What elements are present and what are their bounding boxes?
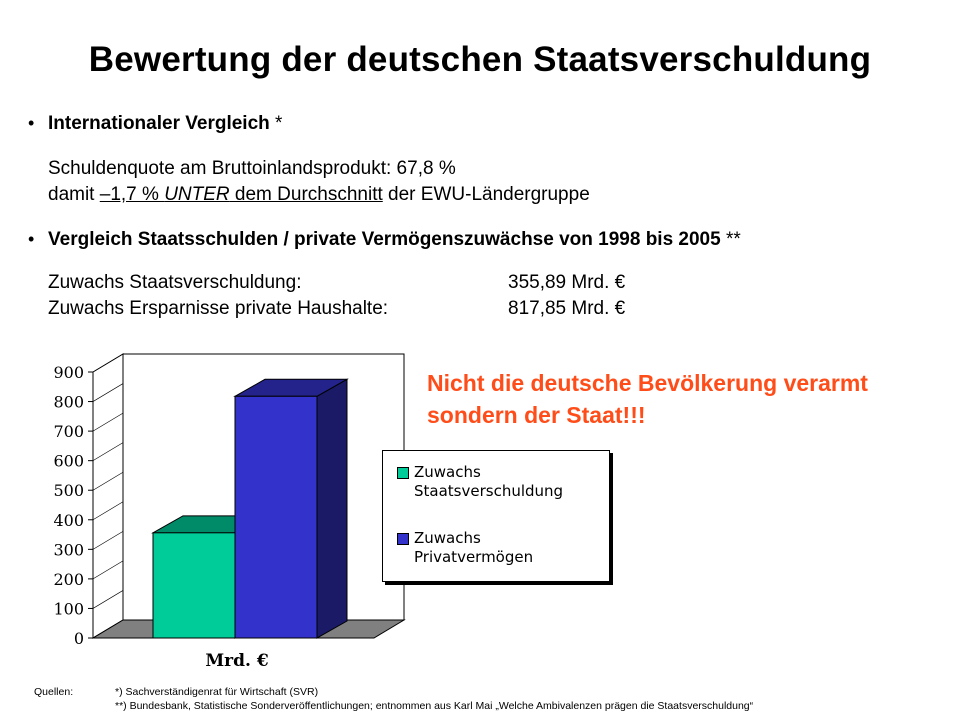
legend-label: Zuwachs Privatvermögen [414,529,534,566]
chart-legend: Zuwachs Staatsverschuldung Zuwachs Priva… [382,450,610,582]
legend-swatch [397,533,409,545]
bullet-heading: Vergleich Staatsschulden / private Vermö… [48,229,721,250]
y-tick-depth [92,619,124,639]
footnote-marker: ** [720,229,741,250]
row-value: 355,89 Mrd. € [508,272,626,293]
legend-label: Zuwachs Staatsverschuldung [414,463,564,500]
y-tick-label: 700 [53,422,84,441]
row-label: Zuwachs Ersparnisse private Haushalte: [48,298,389,319]
y-tick-depth [92,383,124,402]
source-line: *) Sachverständigenrat für Wirtschaft (S… [115,686,319,698]
y-tick-depth [92,442,124,461]
y-tick-depth [92,412,124,432]
bar-chart: 0 100 200 300 400 500 600 700 800 900 Mrd. € [53,353,406,671]
y-tick-label: 900 [53,363,84,382]
y-tick-depth [92,501,124,521]
y-tick-depth [92,560,124,580]
y-tick-label: 400 [53,511,84,530]
y-tick-label: 800 [53,393,84,412]
bar-side [316,378,348,639]
bullet-dot: • [28,229,35,249]
bullet-dot: • [28,113,35,133]
side-wall [92,353,124,639]
bullet-heading: Internationaler Vergleich [48,113,270,134]
source-line: **) Bundesbank, Statistische Sonderveröf… [115,700,754,712]
callout-line: sondern der Staat!!! [427,402,646,428]
slide-title: Bewertung der deutschen Staatsverschuldu… [88,40,872,79]
y-tick-depth [92,590,124,609]
bar [152,532,236,639]
footnote-marker: * [269,113,283,134]
callout: Nicht die deutsche Bevölkerung verarmt s… [427,367,868,431]
y-tick-label: 500 [53,481,84,500]
y-tick-label: 600 [53,452,84,471]
y-tick-label: 0 [74,629,84,648]
comparison-line: damit –1,7 % UNTER dem Durchschnitt der … [48,184,590,205]
row-value: 817,85 Mrd. € [508,298,626,319]
callout-line: Nicht die deutsche Bevölkerung verarmt [427,370,868,396]
y-tick-depth [92,531,124,550]
debt-ratio-line: Schuldenquote am Bruttoinlandsprodukt: 6… [48,158,456,179]
bar [234,395,318,639]
x-category-label: Mrd. € [205,651,268,671]
y-tick-depth [92,471,124,491]
y-tick-label: 300 [53,540,84,559]
legend-swatch [397,467,409,479]
row-label: Zuwachs Staatsverschuldung: [48,272,302,293]
y-tick-depth [92,353,124,373]
sources-label: Quellen: [34,686,74,698]
y-tick-label: 100 [53,599,84,618]
y-tick-label: 200 [53,570,84,589]
